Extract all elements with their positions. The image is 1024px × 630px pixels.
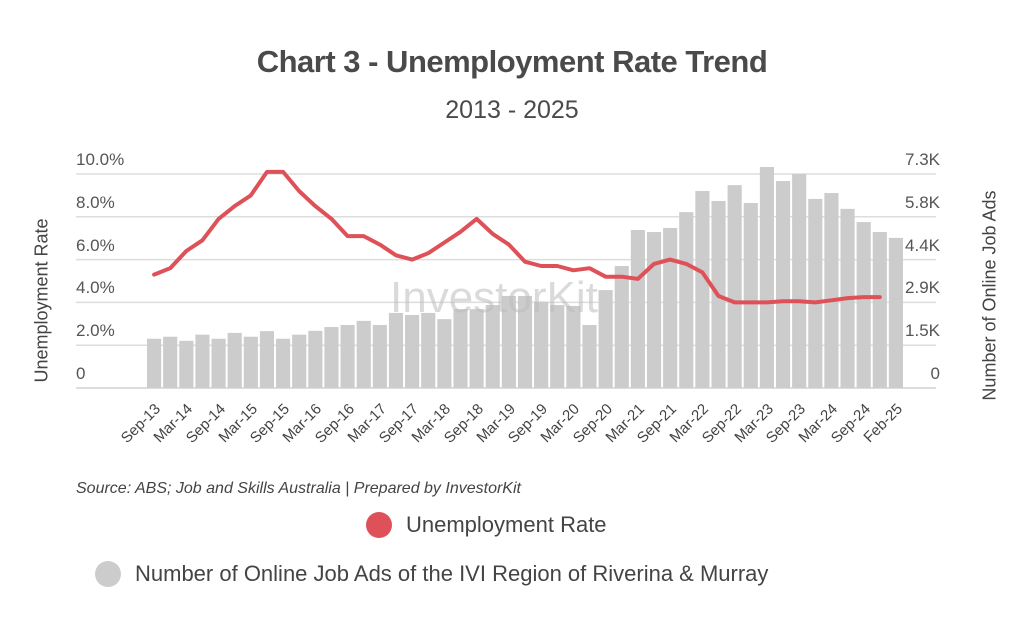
job-ads-bar (372, 324, 387, 388)
job-ads-bar (324, 327, 339, 388)
job-ads-bar (276, 338, 291, 388)
job-ads-bar (356, 320, 371, 388)
job-ads-bar (405, 315, 420, 388)
job-ads-bar (195, 334, 210, 388)
job-ads-bar (759, 166, 774, 388)
job-ads-bar (856, 222, 871, 388)
job-ads-bar (872, 232, 887, 388)
left-axis-tick: 6.0% (76, 235, 115, 255)
chart-title: Chart 3 - Unemployment Rate Trend (256, 44, 768, 79)
job-ads-bar (679, 212, 694, 388)
job-ads-bar (179, 340, 194, 388)
left-axis-tick: 8.0% (76, 192, 115, 212)
legend-label: Number of Online Job Ads of the IVI Regi… (135, 561, 769, 586)
job-ads-bar (147, 338, 162, 388)
job-ads-bar (824, 193, 839, 388)
job-ads-bar (775, 181, 791, 388)
job-ads-bar (743, 203, 758, 388)
legend-item-unemployment[interactable]: Unemployment Rate (366, 512, 607, 538)
job-ads-bar (517, 295, 533, 388)
chart-subtitle: 2013 - 2025 (445, 96, 579, 124)
source-note: Source: ABS; Job and Skills Australia | … (76, 480, 521, 497)
job-ads-bar (469, 309, 484, 388)
job-ads-bar (888, 237, 903, 388)
job-ads-bar (163, 336, 178, 388)
right-axis-tick: 1.5K (905, 321, 940, 341)
left-axis-tick: 0 (76, 364, 86, 383)
job-ads-bar (259, 331, 275, 388)
job-ads-bar (663, 227, 678, 388)
job-ads-bar (695, 191, 710, 388)
job-ads-bar (340, 324, 355, 388)
job-ads-bar (485, 305, 500, 388)
job-ads-bar (243, 336, 258, 388)
job-ads-bar (308, 330, 323, 388)
right-axis-tick: 4.4K (905, 235, 940, 255)
left-axis-tick: 2.0% (76, 321, 115, 341)
right-axis-tick: 2.9K (905, 278, 940, 298)
right-axis-tick: 7.3K (905, 150, 940, 169)
job-ads-bar (501, 295, 516, 388)
right-axis-tick: 5.8K (905, 192, 940, 212)
job-ads-bars (147, 166, 903, 388)
job-ads-bar (227, 332, 242, 388)
right-axis-tick: 0 (930, 364, 940, 383)
watermark: InvestorKit (390, 273, 598, 322)
job-ads-bar (727, 185, 742, 388)
job-ads-bar (614, 266, 629, 388)
unemployment-rate-line (152, 169, 882, 305)
job-ads-bar (630, 229, 645, 388)
left-axis-tick: 4.0% (76, 278, 115, 298)
job-ads-bar (598, 290, 613, 388)
job-ads-bar (211, 338, 226, 388)
job-ads-bar (646, 232, 662, 388)
job-ads-bar (808, 198, 823, 388)
job-ads-bar (292, 334, 307, 388)
job-ads-bar (566, 305, 581, 388)
job-ads-bar (792, 174, 807, 388)
job-ads-bar (582, 324, 597, 388)
job-ads-bar (453, 309, 468, 388)
job-ads-bar (421, 312, 436, 388)
red-circle-icon (366, 512, 392, 538)
left-axis-tick: 10.0% (76, 150, 125, 169)
job-ads-bar (437, 319, 452, 388)
job-ads-bar (534, 301, 549, 388)
gray-circle-icon (95, 561, 121, 587)
job-ads-bar (550, 305, 565, 388)
job-ads-bar (388, 312, 404, 388)
legend-label: Unemployment Rate (406, 512, 607, 537)
legend-item-job-ads[interactable]: Number of Online Job Ads of the IVI Regi… (95, 561, 768, 587)
